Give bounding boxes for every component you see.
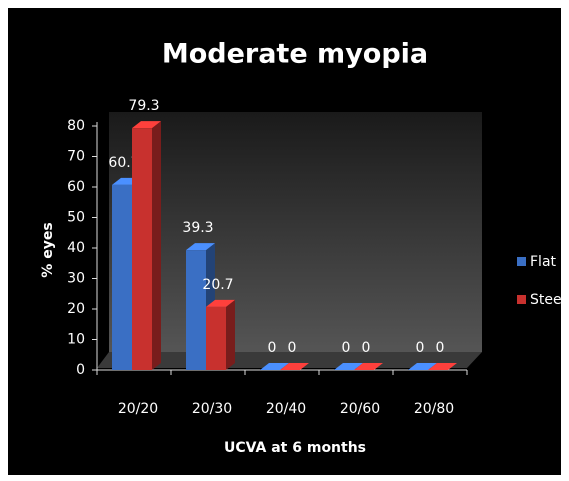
data-label: 0	[342, 340, 351, 356]
data-label: 39.3	[182, 220, 213, 236]
bar-front	[132, 128, 152, 370]
bar-side	[226, 299, 235, 370]
data-label: 60.7	[108, 155, 139, 171]
y-axis-label: % eyes	[40, 222, 56, 277]
bar-top	[408, 363, 437, 370]
bar-front	[112, 184, 132, 370]
bar	[428, 363, 457, 371]
data-label: 0	[416, 340, 425, 356]
y-tick-label: 0	[76, 362, 85, 378]
data-label: 79.3	[128, 98, 159, 114]
x-tick-label: 20/80	[414, 401, 454, 417]
bar	[408, 363, 437, 371]
data-label: 20.7	[202, 277, 233, 293]
x-axis-label: UCVA at 6 months	[224, 440, 366, 456]
y-tick-label: 70	[67, 149, 85, 165]
bar	[132, 121, 161, 370]
x-tick-label: 20/30	[192, 401, 232, 417]
y-tick-label: 80	[67, 118, 85, 134]
chart-title: Moderate myopia	[162, 39, 428, 70]
y-tick-label: 10	[67, 332, 85, 348]
y-tick-label: 30	[67, 271, 85, 287]
x-tick-label: 20/20	[118, 401, 158, 417]
bar-side	[152, 121, 161, 370]
data-label: 0	[268, 340, 277, 356]
y-tick-label: 20	[67, 301, 85, 317]
bar-top	[354, 363, 383, 370]
bar-top	[132, 121, 161, 129]
back-wall	[109, 112, 482, 352]
legend-label: Flat	[530, 254, 557, 270]
bar	[206, 299, 235, 370]
data-label: 0	[288, 340, 297, 356]
bar-front	[186, 250, 206, 370]
bar-front	[206, 306, 226, 370]
y-tick-label: 60	[67, 179, 85, 195]
bar-top	[206, 299, 235, 307]
legend-swatch	[517, 257, 526, 266]
bar	[280, 363, 309, 371]
y-tick-label: 50	[67, 210, 85, 226]
x-tick-label: 20/40	[266, 401, 306, 417]
bar-top	[334, 363, 363, 370]
data-label: 0	[362, 340, 371, 356]
bar-top	[186, 243, 215, 251]
bar-top	[428, 363, 457, 370]
bar-top	[280, 363, 309, 370]
legend-label: Steep	[530, 292, 569, 308]
bar-top	[260, 363, 289, 370]
x-tick-label: 20/60	[340, 401, 380, 417]
bar	[334, 363, 363, 371]
y-tick-label: 40	[67, 240, 85, 256]
bar	[354, 363, 383, 371]
bar	[260, 363, 289, 371]
data-label: 0	[436, 340, 445, 356]
legend-swatch	[517, 295, 526, 304]
